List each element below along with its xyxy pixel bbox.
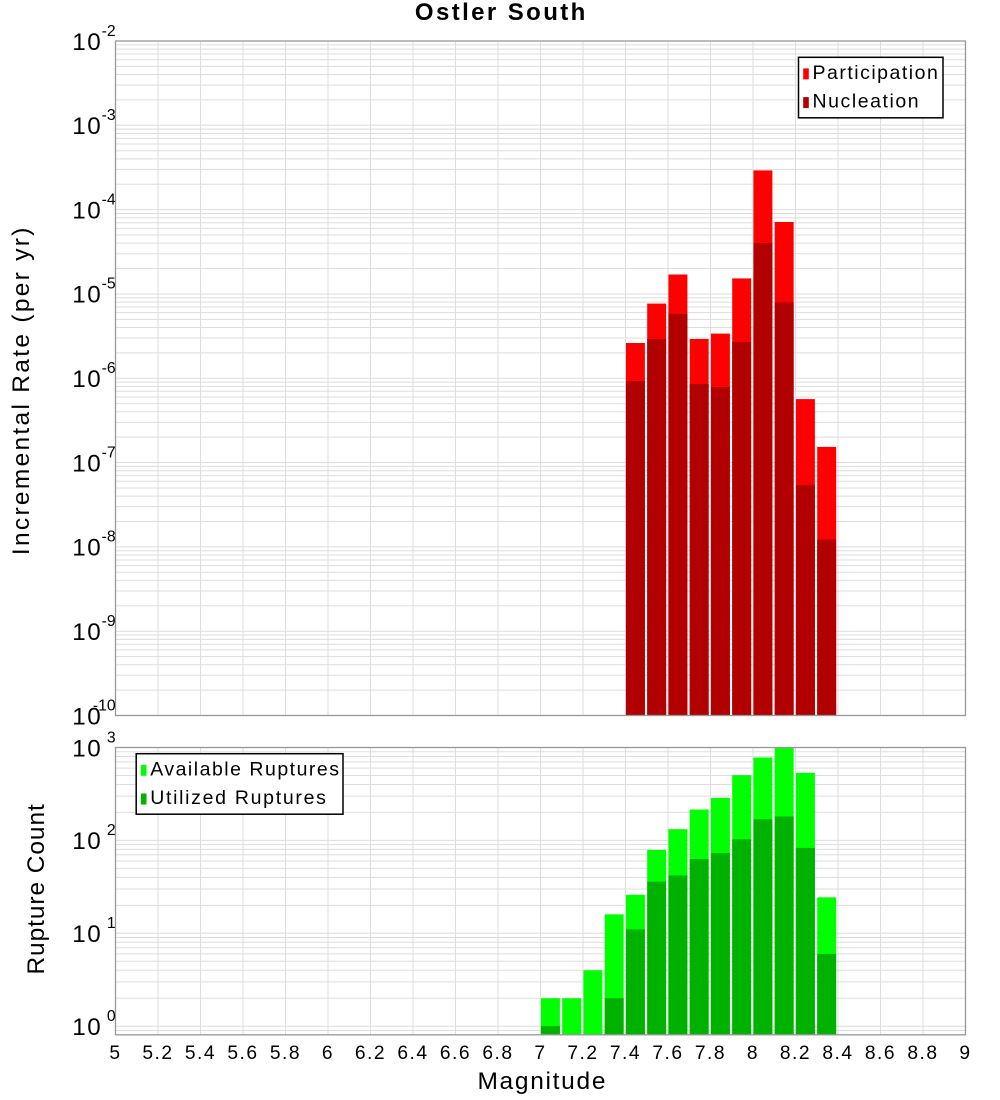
svg-text:10: 10: [72, 619, 102, 646]
svg-text:5.2: 5.2: [142, 1043, 173, 1064]
svg-text:10: 10: [72, 113, 102, 140]
svg-text:10: 10: [72, 535, 102, 562]
svg-text:7: 7: [534, 1043, 546, 1064]
svg-text:6: 6: [322, 1043, 334, 1064]
svg-text:-2: -2: [102, 23, 116, 40]
svg-text:-6: -6: [102, 360, 116, 377]
svg-text:5.6: 5.6: [227, 1043, 258, 1064]
svg-text:7.6: 7.6: [652, 1043, 683, 1064]
svg-text:2: 2: [107, 822, 116, 839]
svg-text:8: 8: [747, 1043, 759, 1064]
svg-text:-10: -10: [93, 697, 116, 714]
svg-text:-9: -9: [102, 613, 116, 630]
svg-text:5.8: 5.8: [270, 1043, 301, 1064]
svg-text:Rupture Count: Rupture Count: [23, 803, 50, 974]
svg-text:5.4: 5.4: [185, 1043, 216, 1064]
svg-text:-7: -7: [102, 444, 116, 461]
svg-text:6.6: 6.6: [440, 1043, 471, 1064]
svg-text:Ostler South: Ostler South: [415, 0, 588, 26]
svg-text:-3: -3: [102, 107, 116, 124]
svg-text:8.4: 8.4: [822, 1043, 853, 1064]
svg-text:-5: -5: [102, 276, 116, 293]
svg-text:0: 0: [107, 1008, 116, 1025]
svg-text:Incremental Rate (per yr): Incremental Rate (per yr): [8, 225, 35, 555]
svg-text:10: 10: [72, 735, 102, 762]
svg-text:Available Ruptures: Available Ruptures: [150, 758, 340, 780]
svg-text:8.6: 8.6: [865, 1043, 896, 1064]
svg-text:7.8: 7.8: [695, 1043, 726, 1064]
svg-text:-8: -8: [102, 529, 116, 546]
svg-text:10: 10: [72, 703, 102, 730]
svg-text:6.8: 6.8: [482, 1043, 513, 1064]
svg-text:Participation: Participation: [813, 62, 940, 84]
svg-text:Utilized Ruptures: Utilized Ruptures: [150, 787, 327, 809]
svg-text:10: 10: [72, 282, 102, 309]
svg-text:5: 5: [109, 1043, 121, 1064]
svg-text:6.2: 6.2: [355, 1043, 386, 1064]
svg-text:1: 1: [107, 915, 116, 932]
svg-text:Nucleation: Nucleation: [813, 91, 921, 113]
svg-text:10: 10: [72, 450, 102, 477]
svg-text:-4: -4: [102, 191, 116, 208]
svg-text:10: 10: [72, 366, 102, 393]
svg-text:8.8: 8.8: [907, 1043, 938, 1064]
svg-text:3: 3: [107, 729, 116, 746]
svg-text:10: 10: [72, 1014, 102, 1041]
svg-text:10: 10: [72, 29, 102, 56]
svg-text:10: 10: [72, 921, 102, 948]
svg-text:Magnitude: Magnitude: [477, 1068, 607, 1095]
svg-text:10: 10: [72, 197, 102, 224]
svg-text:9: 9: [959, 1043, 971, 1064]
svg-text:7.2: 7.2: [567, 1043, 598, 1064]
svg-text:10: 10: [72, 828, 102, 855]
svg-text:8.2: 8.2: [780, 1043, 811, 1064]
svg-text:7.4: 7.4: [610, 1043, 641, 1064]
svg-text:6.4: 6.4: [397, 1043, 428, 1064]
